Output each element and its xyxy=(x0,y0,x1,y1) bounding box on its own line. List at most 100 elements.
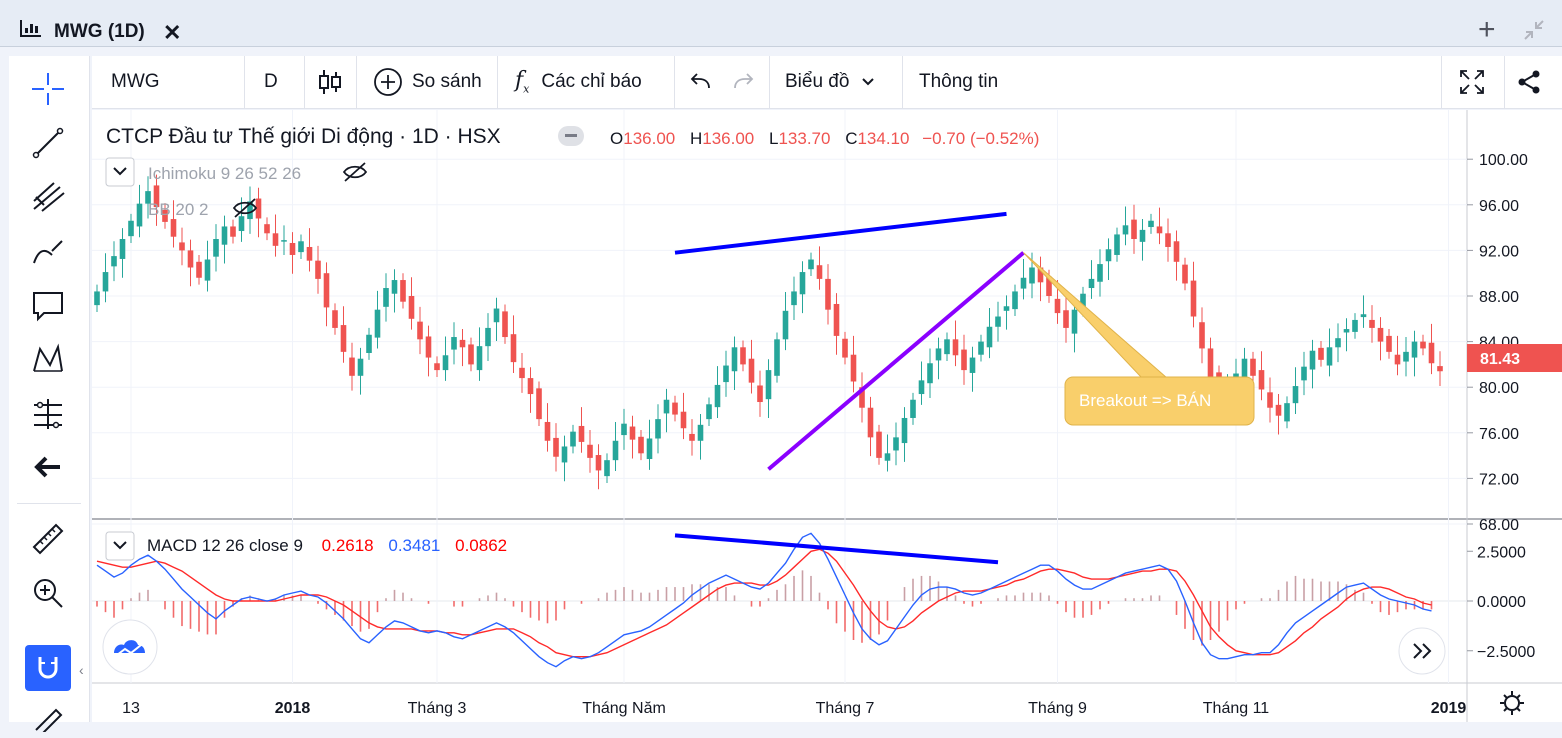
candle-body xyxy=(1097,264,1103,282)
back-arrow-icon[interactable] xyxy=(27,446,69,488)
candle-body xyxy=(663,399,670,414)
indicators-label: Các chỉ báo xyxy=(541,71,642,92)
candle-body xyxy=(689,433,695,441)
collapse-toolbar-icon[interactable]: ‹ xyxy=(79,662,84,678)
candle-body xyxy=(1156,226,1163,234)
chart-area[interactable]: 100.00 96.00 92.00 88.00 84.00 80.00 76.00 72.0… xyxy=(92,110,1562,722)
chevron-down-icon xyxy=(862,78,875,86)
double-chevron-icon xyxy=(1413,643,1432,659)
candle-body xyxy=(1250,358,1256,376)
undo-icon[interactable] xyxy=(689,56,713,108)
compare-button[interactable]: So sánh xyxy=(373,56,482,108)
candle-body xyxy=(1309,350,1316,370)
candle-body xyxy=(204,259,211,281)
candle-body xyxy=(153,185,160,208)
y-tick-label: 68.00 xyxy=(1479,517,1519,534)
candle-body xyxy=(723,365,729,383)
text-icon[interactable] xyxy=(27,284,69,326)
candle-body xyxy=(196,261,202,278)
candle-body xyxy=(519,367,525,379)
candle-body xyxy=(910,399,916,418)
candle-body xyxy=(876,431,882,458)
symbol-button[interactable]: MWG xyxy=(111,56,160,108)
collapse-icon[interactable] xyxy=(1522,18,1546,42)
candle-type-icon[interactable] xyxy=(318,56,342,108)
settings-icon[interactable] xyxy=(1500,691,1524,715)
candle-body xyxy=(502,311,508,338)
add-icon[interactable]: + xyxy=(1478,13,1496,46)
indicators-button[interactable]: fx Các chỉ báo xyxy=(515,56,642,108)
measure-icon[interactable] xyxy=(27,392,69,434)
macd-tick-label: −2.5000 xyxy=(1477,644,1535,661)
candle-body xyxy=(1088,278,1095,289)
last-price-label: 81.43 xyxy=(1480,351,1520,368)
magnet-icon[interactable] xyxy=(25,645,71,691)
fullscreen-icon[interactable] xyxy=(1458,56,1486,108)
candle-body xyxy=(459,339,466,348)
chart-canvas[interactable]: 100.0096.0092.0088.0084.0080.0076.0072.0… xyxy=(92,110,1562,722)
interval-button[interactable]: D xyxy=(264,56,278,108)
candle-body xyxy=(1437,366,1443,372)
candle-body xyxy=(272,233,279,246)
window-titlebar: MWG (1D) ✕ + xyxy=(0,0,1562,47)
candle-body xyxy=(111,256,117,267)
crosshair-icon[interactable] xyxy=(27,68,69,110)
macd-toggle-button[interactable] xyxy=(105,531,135,561)
pitchfork-icon[interactable] xyxy=(27,176,69,218)
pattern-icon[interactable] xyxy=(27,338,69,380)
trend-line-icon[interactable] xyxy=(27,122,69,164)
candle-body xyxy=(918,380,925,395)
candle-body xyxy=(162,209,168,222)
candle-body xyxy=(1003,306,1010,311)
macd-divergence-trendline xyxy=(674,533,999,565)
eye-off-icon[interactable] xyxy=(342,162,368,182)
candle-body xyxy=(332,310,338,328)
candle-body xyxy=(1326,347,1333,366)
redo-icon[interactable] xyxy=(731,56,755,108)
y-tick-label: 96.00 xyxy=(1479,198,1519,215)
logo-icon-mark xyxy=(116,644,142,656)
drawing-toolbar: ‹ xyxy=(9,56,90,732)
indicators-toggle-button[interactable] xyxy=(105,157,135,187)
candle-body xyxy=(893,437,899,451)
brush-icon[interactable] xyxy=(27,230,69,272)
candle-body xyxy=(621,423,627,436)
candle-body xyxy=(391,280,398,294)
logo-icon xyxy=(114,640,145,653)
candle-body xyxy=(357,358,364,376)
candle-body xyxy=(808,259,814,270)
candle-body xyxy=(1360,314,1367,318)
bb-label: BB 20 2 xyxy=(148,200,209,219)
breakout-callout-pointer xyxy=(1023,252,1169,379)
share-icon[interactable] xyxy=(1516,56,1542,108)
candle-body xyxy=(842,338,848,358)
candle-body xyxy=(1105,249,1112,262)
candle-body xyxy=(1012,291,1018,310)
candle-body xyxy=(1122,225,1129,235)
candle-body xyxy=(672,402,678,415)
candle-body xyxy=(774,339,780,376)
candle-body xyxy=(850,354,857,382)
macd-tick-label: 0.0000 xyxy=(1477,594,1526,611)
macd-values: MACD 12 26 close 9 0.2618 0.3481 0.0862 xyxy=(147,536,507,555)
candle-body xyxy=(247,201,253,220)
zoom-icon[interactable] xyxy=(27,572,69,614)
ruler-icon[interactable] xyxy=(27,518,69,560)
candle-body xyxy=(629,426,636,440)
ichimoku-label: Ichimoku 9 26 52 26 xyxy=(148,164,301,183)
candle-body xyxy=(638,436,644,454)
chart-type-dropdown[interactable]: Biểu đồ xyxy=(785,56,875,108)
eye-off-icon[interactable] xyxy=(232,198,258,218)
macd-line xyxy=(96,532,1432,668)
close-icon[interactable]: ✕ xyxy=(163,20,182,45)
candle-body xyxy=(1284,403,1290,422)
plus-circle-icon xyxy=(374,68,402,96)
candle-body xyxy=(927,363,933,384)
candle-body xyxy=(612,440,619,461)
candle-body xyxy=(485,327,491,347)
chevron-down-icon xyxy=(113,167,127,176)
candle-body xyxy=(1173,241,1180,262)
info-button[interactable]: Thông tin xyxy=(919,56,998,108)
pencil-icon[interactable] xyxy=(27,696,69,738)
candle-body xyxy=(1394,354,1401,365)
